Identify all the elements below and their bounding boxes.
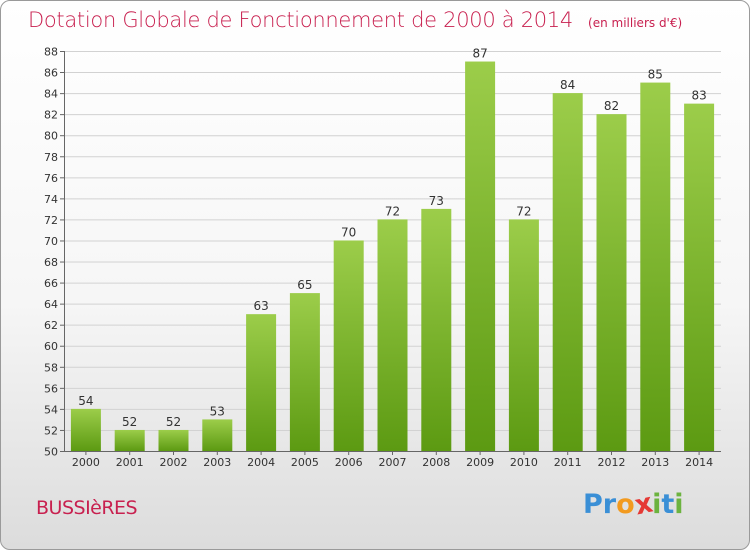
data-label-2005: 65	[297, 278, 312, 292]
bar-2012	[596, 114, 627, 451]
data-label-2014: 83	[691, 89, 706, 103]
x-tick-label-2000: 2000	[72, 456, 100, 469]
logo-letter: i	[652, 489, 662, 520]
data-label-2010: 72	[516, 204, 531, 218]
proxiti-logo[interactable]: Proxiti	[583, 488, 684, 522]
y-tick-label: 56	[44, 382, 58, 395]
data-label-2011: 84	[560, 78, 575, 92]
x-tick-label-2007: 2007	[379, 456, 407, 469]
x-tick-label-2005: 2005	[291, 456, 319, 469]
data-label-2007: 72	[385, 204, 400, 218]
bar-2014	[684, 103, 715, 451]
x-tick-label-2010: 2010	[510, 456, 538, 469]
axes: 50 52 54 56 58 60 62 64 66 68 70 72 74 76 78 80 82 84 86 88…	[44, 46, 721, 469]
bar-2006	[333, 240, 364, 451]
chart-title-main: Dotation Globale de Fonctionnement de 20…	[28, 8, 573, 32]
chart-title: Dotation Globale de Fonctionnement de 20…	[28, 8, 682, 32]
y-tick-label: 68	[44, 256, 58, 269]
bar-2000	[70, 408, 101, 451]
logo-letter: P	[583, 489, 603, 520]
data-label-2002: 52	[166, 415, 181, 429]
data-label-2008: 73	[429, 194, 444, 208]
x-tick-label-2008: 2008	[422, 456, 450, 469]
bar-chart: 50 52 54 56 58 60 62 64 66 68 70 72 74 76 78 80 82 84 86 88…	[44, 46, 721, 469]
bar-2005	[289, 293, 320, 451]
bars	[70, 61, 715, 452]
y-tick-label: 86	[44, 67, 58, 80]
y-tick-label: 66	[44, 277, 58, 290]
data-label-2012: 82	[604, 99, 619, 113]
bar-2008	[421, 208, 452, 451]
x-tick-label-2001: 2001	[116, 456, 144, 469]
labels: 54 52 52 53 63 65 70 72 73 87 72 84 82 85 83	[78, 47, 706, 429]
logo-letter: i	[674, 489, 684, 520]
data-label-2003: 53	[210, 404, 225, 418]
y-tick-label: 80	[44, 130, 58, 143]
x-tick-label-2002: 2002	[160, 456, 188, 469]
y-tick-label: 62	[44, 319, 58, 332]
logo-letter: r	[602, 489, 617, 520]
bar-2009	[465, 61, 496, 452]
data-label-2001: 52	[122, 415, 137, 429]
data-label-2013: 85	[648, 68, 663, 82]
y-tick-label: 52	[44, 424, 58, 437]
bar-2007	[377, 219, 408, 451]
bar-2004	[246, 314, 277, 451]
data-label-2000: 54	[78, 394, 93, 408]
y-tick-label: 70	[44, 235, 58, 248]
x-tick-label-2011: 2011	[554, 456, 582, 469]
x-tick-label-2003: 2003	[203, 456, 231, 469]
y-tick-label: 76	[44, 172, 58, 185]
x-tick-label-2009: 2009	[466, 456, 494, 469]
bar-2001	[114, 429, 145, 451]
y-tick-label: 74	[44, 193, 58, 206]
y-tick-label: 60	[44, 340, 58, 353]
bar-2011	[552, 93, 583, 452]
commune-name: BUSSIèRES	[36, 497, 138, 519]
y-tick-label: 72	[44, 214, 58, 227]
bar-2010	[508, 219, 539, 451]
x-tick-label-2012: 2012	[598, 456, 626, 469]
x-tick-label-2014: 2014	[685, 456, 713, 469]
y-tick-label: 82	[44, 109, 58, 122]
y-tick-label: 78	[44, 151, 58, 164]
logo-letter: t	[661, 489, 675, 520]
y-tick-label: 64	[44, 298, 58, 311]
x-tick-label-2006: 2006	[335, 456, 363, 469]
y-tick-label: 50	[44, 446, 58, 459]
bar-2002	[158, 429, 189, 451]
data-label-2004: 63	[253, 299, 268, 313]
y-tick-label: 54	[44, 403, 58, 416]
data-label-2009: 87	[472, 47, 487, 61]
y-tick-label: 88	[44, 46, 58, 59]
bar-2013	[640, 82, 671, 451]
y-tick-label: 58	[44, 361, 58, 374]
x-tick-label-2013: 2013	[641, 456, 669, 469]
y-tick-label: 84	[44, 88, 58, 101]
logo-letter: o	[616, 489, 635, 520]
data-label-2006: 70	[341, 225, 356, 239]
x-tick-label-2004: 2004	[247, 456, 275, 469]
bar-2003	[202, 419, 233, 451]
chart-title-unit: (en milliers d'€)	[588, 16, 683, 30]
